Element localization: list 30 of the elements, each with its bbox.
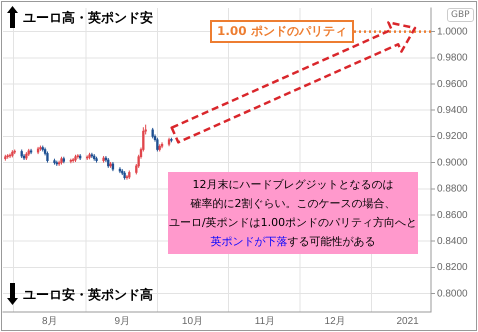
- x-tick-label: 12月: [324, 316, 346, 327]
- y-tick-label: 0.8200: [437, 262, 468, 274]
- candlestick: [112, 161, 114, 172]
- x-tick-label: 11月: [254, 316, 276, 327]
- x-tick-label: 8月: [42, 316, 58, 327]
- y-tick-label: 0.8800: [437, 184, 468, 195]
- y-axis-title: GBP: [447, 8, 474, 22]
- annotation: する可能性がある: [288, 235, 376, 248]
- x-tick-label: 10月: [182, 316, 204, 327]
- y-tick-label: 0.9000: [437, 157, 468, 168]
- y-tick-label: 0.8400: [437, 236, 468, 247]
- annotation: 12月末にハードブレグジットとなるのは: [192, 178, 394, 191]
- annotation: ユーロ高・英ポンド安: [23, 10, 153, 27]
- y-tick-label: 0.9800: [437, 52, 468, 64]
- annotation: 確率的に2割ぐらい。このケースの場合、: [190, 197, 396, 210]
- annotation: ユーロ安・英ポンド高: [23, 286, 153, 304]
- y-tick-label: 0.8600: [437, 210, 468, 221]
- annotation: ユーロ/英ポンドは1.00ポンドのパリティ方向へと: [168, 216, 418, 229]
- y-tick-label: 1.0000: [437, 26, 468, 38]
- x-tick-label: 2021: [396, 316, 420, 327]
- candlestick: [152, 127, 154, 139]
- y-tick-label: 0.9600: [437, 78, 468, 90]
- candlestick: [107, 158, 110, 168]
- y-tick-label: 0.9400: [437, 104, 468, 116]
- y-tick-label: 0.9200: [437, 131, 468, 142]
- ref-line-label: 1.00 ポンドのパリティ: [210, 20, 354, 44]
- annotation: 英ポンドが下落: [210, 235, 288, 248]
- candlestick: [156, 137, 159, 152]
- x-tick-label: 9月: [114, 316, 130, 327]
- y-tick-label: 0.8000: [437, 288, 468, 300]
